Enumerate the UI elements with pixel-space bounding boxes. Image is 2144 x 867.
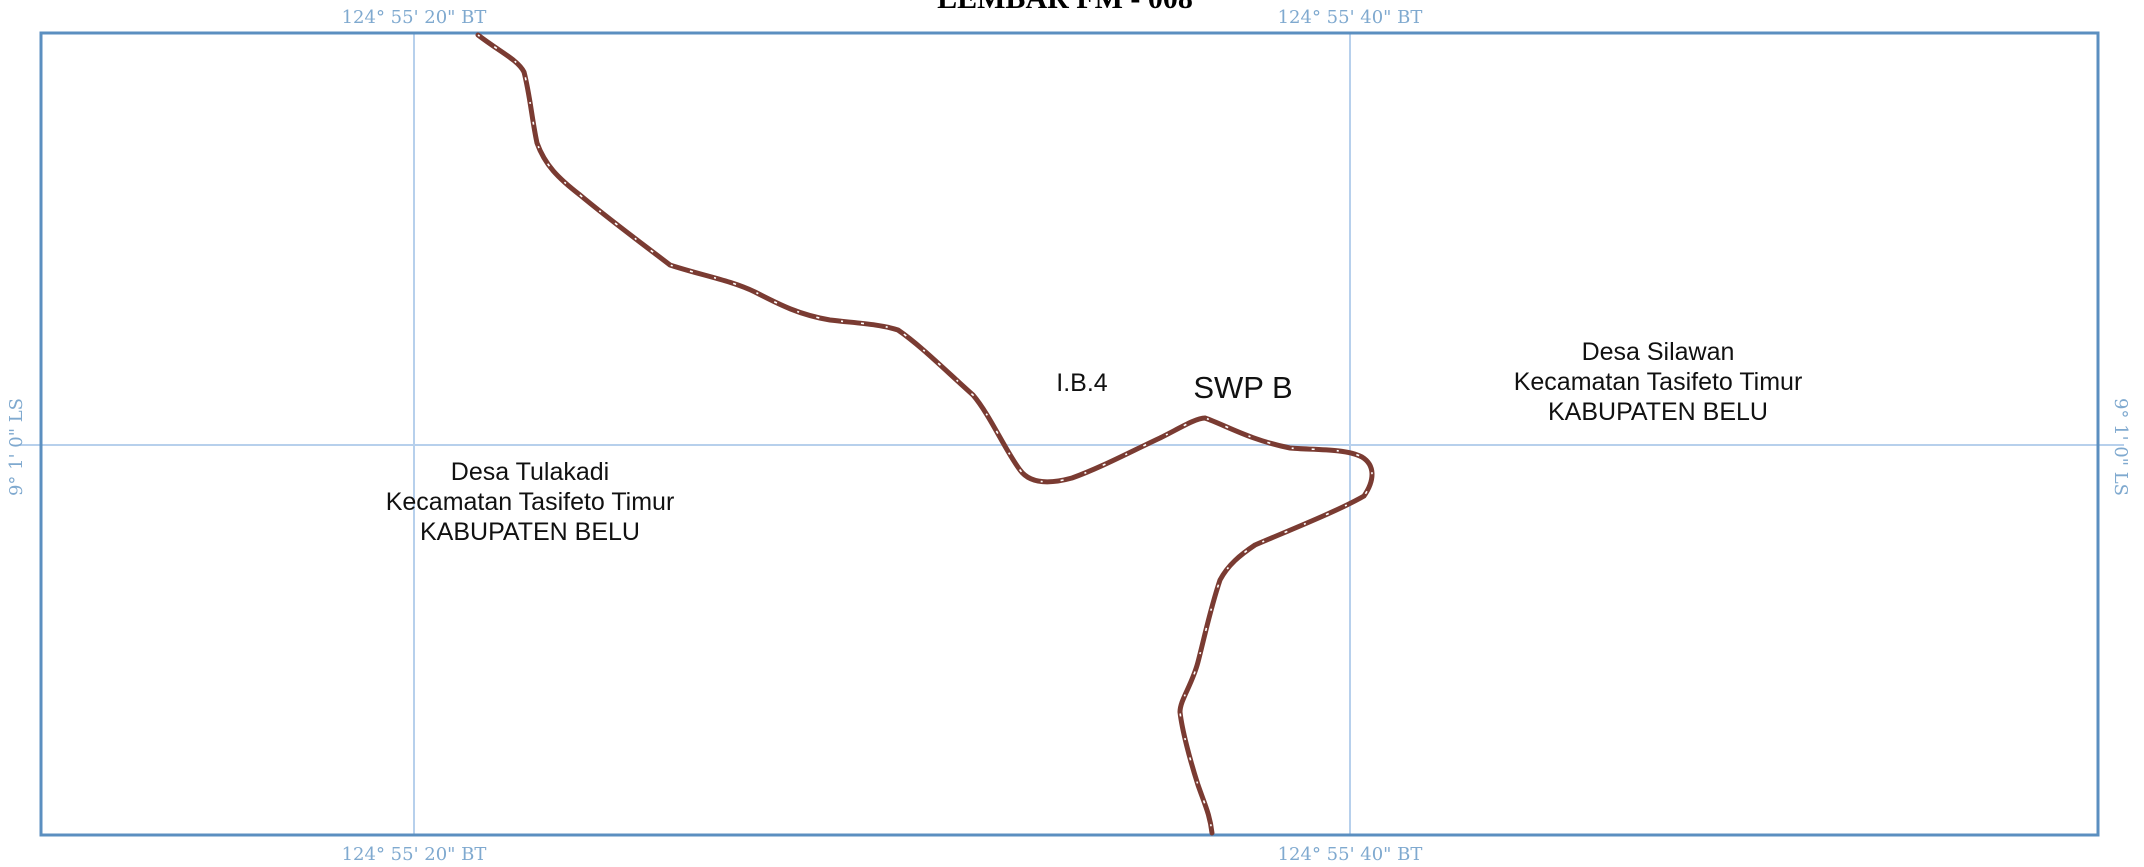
desa-name-east: Desa Silawan — [1582, 338, 1735, 366]
kecamatan-name-west: Kecamatan Tasifeto Timur — [386, 488, 675, 516]
sheet-title: LEMBAR FM - 008 — [937, 0, 1193, 15]
grid-label-top-left: 124° 55' 20" BT — [342, 7, 487, 28]
kabupaten-name-west: KABUPATEN BELU — [420, 518, 640, 546]
block-code-label: I.B.4 — [1056, 369, 1108, 397]
kabupaten-name-east: KABUPATEN BELU — [1548, 398, 1768, 426]
grid-label-left-latitude: 9° 1' 0" LS — [6, 398, 27, 496]
region-label-east: Desa Silawan Kecamatan Tasifeto Timur KA… — [1514, 338, 1803, 426]
village-boundary-line — [475, 32, 1375, 836]
grid-label-bottom-left: 124° 55' 20" BT — [342, 844, 487, 865]
region-label-west: Desa Tulakadi Kecamatan Tasifeto Timur K… — [386, 458, 675, 546]
kecamatan-name-east: Kecamatan Tasifeto Timur — [1514, 368, 1803, 396]
grid-label-top-right: 124° 55' 40" BT — [1278, 7, 1423, 28]
desa-name-west: Desa Tulakadi — [451, 458, 609, 486]
grid-label-right-latitude: 9° 1' 0" LS — [2110, 398, 2131, 496]
swp-label: SWP B — [1193, 370, 1292, 405]
map-frame — [39, 31, 2100, 837]
grid-label-bottom-right: 124° 55' 40" BT — [1278, 844, 1423, 865]
